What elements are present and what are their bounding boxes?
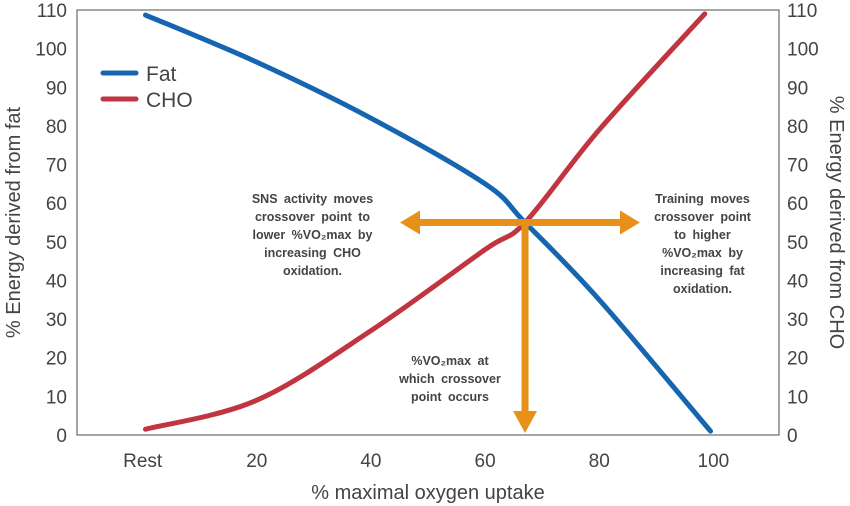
annotation-line: point occurs [410, 390, 489, 404]
y-tick-right: 110 [787, 1, 817, 22]
y-tick-right: 100 [787, 40, 819, 61]
y-tick-left: 70 [46, 156, 67, 177]
y-tick-right: 70 [787, 156, 808, 177]
arrow-left-head [400, 210, 420, 235]
annotation-line: lower %VO₂max by [252, 228, 373, 242]
x-axis-label: % maximal oxygen uptake [311, 482, 544, 504]
y-tick-left: 0 [56, 426, 67, 447]
y-tick-left: 100 [35, 40, 67, 61]
annotation-line: oxidation. [282, 264, 343, 278]
annotation-line: %VO₂max by [662, 246, 743, 260]
annotation-line: increasing fat [660, 264, 745, 278]
annotation-line: oxidation. [672, 282, 733, 296]
x-tick: 60 [475, 451, 496, 472]
y-tick-right: 60 [787, 194, 808, 215]
annotation-line: crossover point to [254, 210, 371, 224]
legend-label-cho: CHO [146, 89, 193, 112]
y-tick-left: 60 [46, 194, 67, 215]
legend-label-fat: Fat [146, 63, 177, 86]
y-tick-right: 30 [787, 310, 808, 331]
annotation-line: %VO₂max at [411, 354, 489, 368]
y-tick-left: 30 [46, 310, 67, 331]
annotation-line: crossover point [654, 210, 751, 224]
x-tick: 20 [246, 451, 267, 472]
arrow-down-head [513, 411, 538, 433]
series-line-cho [142, 11, 708, 432]
y-tick-left: 80 [46, 117, 67, 138]
annotation-crossover: %VO₂max at which crossover point occurs [380, 352, 520, 406]
annotation-training: Training moves crossover point to higher… [635, 190, 770, 298]
y-tick-left: 40 [46, 271, 67, 292]
y-tick-right: 90 [787, 78, 808, 99]
y-axis-label-left: % Energy derived from fat [3, 106, 25, 338]
x-tick: 80 [589, 451, 610, 472]
y-tick-right: 80 [787, 117, 808, 138]
y-tick-left: 50 [46, 233, 67, 254]
annotation-line: SNS activity moves [251, 192, 374, 206]
annotation-line: to higher [674, 228, 731, 242]
y-tick-right: 50 [787, 233, 808, 254]
y-tick-left: 20 [46, 349, 67, 370]
y-tick-right: 20 [787, 349, 808, 370]
x-tick: 40 [360, 451, 381, 472]
arrow-right-head [620, 210, 640, 235]
annotation-line: increasing CHO [264, 246, 361, 260]
y-tick-right: 0 [787, 426, 798, 447]
y-axis-label-right: % Energy derived from CHO [825, 96, 847, 349]
annotation-line: Training moves [655, 192, 750, 206]
y-tick-right: 10 [787, 387, 808, 408]
plot-frame [76, 9, 780, 436]
y-tick-right: 40 [787, 271, 808, 292]
x-tick: Rest [123, 451, 163, 472]
annotation-sns: SNS activity moves crossover point to lo… [225, 190, 400, 280]
annotation-line: which crossover [399, 372, 501, 386]
y-tick-left: 110 [37, 1, 67, 22]
x-tick: 100 [698, 451, 730, 472]
y-tick-left: 90 [46, 78, 67, 99]
series-line-fat [142, 12, 714, 434]
y-tick-left: 10 [46, 387, 67, 408]
